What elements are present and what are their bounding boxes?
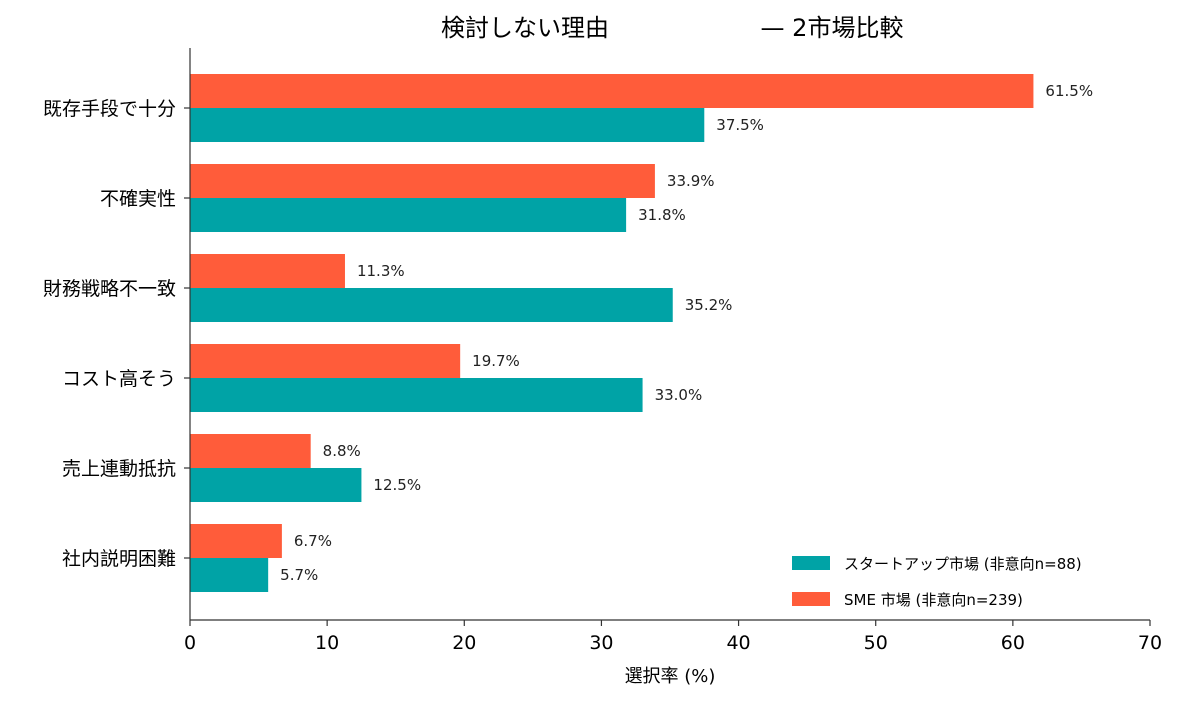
bar-startup: [190, 108, 705, 142]
data-label-startup: 35.2%: [685, 296, 733, 314]
category-label: 社内説明困難: [62, 548, 176, 570]
data-label-sme: 6.7%: [294, 532, 332, 550]
bar-startup: [190, 468, 362, 502]
bar-sme: [190, 254, 345, 288]
chart-title-sub: — 2市場比較: [761, 14, 904, 42]
data-label-sme: 33.9%: [667, 172, 715, 190]
bar-sme: [190, 434, 311, 468]
data-label-sme: 11.3%: [357, 262, 405, 280]
x-tick-label: 20: [452, 632, 476, 654]
x-tick-label: 0: [184, 632, 196, 654]
category-label: 財務戦略不一致: [43, 278, 176, 300]
x-axis-label: 選択率 (%): [625, 666, 716, 687]
plot-area: 61.5% 37.5% 既存手段で十分 33.9% 31.8% 不確実性 11.3% 35.2…: [43, 48, 1162, 654]
data-label-startup: 31.8%: [638, 206, 686, 224]
bar-startup: [190, 288, 673, 322]
bar-sme: [190, 524, 282, 558]
data-label-sme: 19.7%: [472, 352, 520, 370]
x-tick-label: 70: [1138, 632, 1162, 654]
category-label: 既存手段で十分: [43, 98, 176, 120]
x-tick-label: 10: [315, 632, 339, 654]
data-label-startup: 37.5%: [716, 116, 764, 134]
bar-sme: [190, 74, 1034, 108]
category-label: 売上連動抵抗: [62, 458, 176, 480]
x-tick-label: 60: [1001, 632, 1025, 654]
x-tick-label: 30: [589, 632, 613, 654]
x-tick-label: 40: [726, 632, 750, 654]
data-label-sme: 8.8%: [323, 442, 361, 460]
data-label-startup: 33.0%: [655, 386, 703, 404]
x-tick-label: 50: [864, 632, 888, 654]
bar-sme: [190, 344, 461, 378]
legend-swatch: [792, 592, 830, 606]
data-label-startup: 12.5%: [373, 476, 421, 494]
bar-sme: [190, 164, 655, 198]
category-label: コスト高そう: [62, 368, 176, 390]
legend-label: SME 市場 (非意向n=239): [844, 591, 1023, 609]
legend-label: スタートアップ市場 (非意向n=88): [844, 555, 1082, 573]
bar-startup: [190, 198, 627, 232]
bar-startup: [190, 378, 643, 412]
data-label-startup: 5.7%: [280, 566, 318, 584]
bar-startup: [190, 558, 269, 592]
category-label: 不確実性: [100, 188, 176, 210]
chart-title-main: 検討しない理由: [441, 14, 609, 42]
data-label-sme: 61.5%: [1045, 82, 1093, 100]
legend: スタートアップ市場 (非意向n=88) SME 市場 (非意向n=239): [792, 555, 1082, 609]
legend-swatch: [792, 556, 830, 570]
